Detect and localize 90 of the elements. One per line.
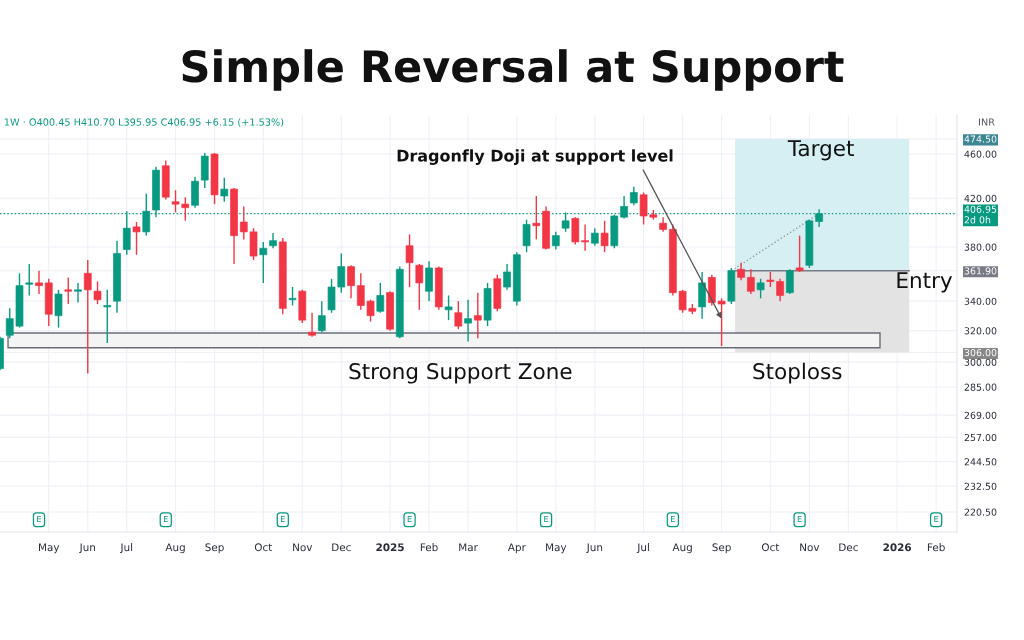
y-tick-label: 380.00 xyxy=(964,243,997,251)
y-tick-label: 306.00 xyxy=(964,349,997,357)
x-tick-label: Jun xyxy=(586,543,603,554)
annotation: E xyxy=(407,515,412,523)
y-tick-label: 340.00 xyxy=(964,297,997,305)
y-tick-label: 361.90 xyxy=(964,267,997,275)
x-tick-label: Dec xyxy=(332,543,351,552)
y-tick-label: 232.50 xyxy=(964,482,997,490)
x-tick-label: Aug xyxy=(165,543,185,554)
x-tick-label: Sep xyxy=(712,543,731,554)
band-label: Strong Support Zone xyxy=(349,363,572,384)
candlestick xyxy=(425,260,433,302)
x-tick-label: Jun xyxy=(79,543,96,554)
y-tick-label: 220.50 xyxy=(964,508,997,516)
candlestick xyxy=(259,241,268,284)
annotation: E xyxy=(934,515,939,523)
annotation: E xyxy=(671,515,675,523)
candlestick xyxy=(786,268,794,295)
x-tick-label: Jul xyxy=(119,543,133,554)
candlestick xyxy=(522,218,531,253)
y-tick-label: 244.50 xyxy=(964,458,997,466)
x-tick-label: May xyxy=(39,543,60,554)
candlestick xyxy=(200,152,209,189)
x-tick-label: 2025 xyxy=(376,543,404,552)
candlestick xyxy=(600,220,609,253)
candlestick xyxy=(571,216,580,246)
x-tick-label: Feb xyxy=(420,543,438,552)
candlestick xyxy=(132,221,141,256)
chart-subtitle: 1W · O400.45 H410.70 L395.95 C406.95 +6.15 (+1.53%) xyxy=(4,118,284,127)
y-tick-label: 474.50 xyxy=(964,135,997,143)
candlestick xyxy=(35,269,43,295)
x-tick-label: Feb xyxy=(927,543,945,552)
candlestick xyxy=(93,280,102,305)
band-label: Stoploss xyxy=(753,362,842,384)
x-tick-label: 2026 xyxy=(883,543,912,552)
candlestick xyxy=(347,264,355,299)
ref-line-label: Entry xyxy=(897,272,953,293)
y-tick-label: 269.00 xyxy=(964,411,997,419)
y-tick-label: 420.00 xyxy=(964,194,997,203)
y-axis-title: INR xyxy=(979,118,995,126)
candlestick xyxy=(308,312,316,338)
annotation: E xyxy=(37,515,42,523)
x-tick-label: Aug xyxy=(672,543,692,554)
x-tick-label: Nov xyxy=(293,543,313,552)
candlestick xyxy=(503,263,511,291)
candlestick xyxy=(405,233,414,288)
chart-title: Simple Reversal at Support xyxy=(182,49,844,91)
candlestick xyxy=(220,177,229,203)
x-tick-label: Apr xyxy=(507,543,526,554)
candlestick xyxy=(415,263,424,311)
candlestick xyxy=(74,282,82,304)
candlestick xyxy=(376,282,385,314)
candlestick xyxy=(747,268,755,295)
candlestick xyxy=(464,299,472,343)
candlestick xyxy=(473,291,482,340)
candlestick xyxy=(444,294,453,321)
annotation: E xyxy=(280,515,285,523)
candlestick xyxy=(317,300,326,333)
candlestick xyxy=(83,259,92,375)
candlestick xyxy=(64,276,73,305)
band-label: Target xyxy=(787,140,854,161)
candlestick xyxy=(54,289,63,329)
y-tick-label: 460.00 xyxy=(964,150,997,158)
x-tick-label: Jul xyxy=(636,543,649,554)
candlestick xyxy=(630,186,638,206)
candlestick xyxy=(581,223,589,252)
x-tick-label: Oct xyxy=(254,543,273,552)
candlestick xyxy=(776,278,784,302)
annotation: E xyxy=(797,515,802,523)
x-tick-label: Mar xyxy=(459,543,478,552)
x-tick-label: May xyxy=(546,543,567,554)
x-tick-label: Dec xyxy=(839,543,858,552)
y-tick-label: 300.00 xyxy=(964,358,997,366)
x-tick-label: Oct xyxy=(761,543,780,552)
candlestick xyxy=(532,195,541,241)
candlestick xyxy=(756,278,765,299)
y-tick-label: 406.95 2d 0h xyxy=(964,205,997,224)
y-tick-label: 285.00 xyxy=(964,383,997,391)
candlestick xyxy=(795,234,804,273)
candlestick xyxy=(454,300,463,330)
annotation: Dragonfly Doji at support level xyxy=(397,149,673,165)
x-tick-label: Nov xyxy=(800,543,820,552)
y-tick-label: 257.00 xyxy=(964,433,997,442)
annotation: E xyxy=(544,515,549,523)
annotation: E xyxy=(163,515,168,523)
candlestick xyxy=(288,286,297,307)
candlestick xyxy=(103,289,112,344)
y-tick-label: 320.00 xyxy=(964,327,997,335)
x-tick-label: Sep xyxy=(205,543,224,554)
candlestick xyxy=(25,263,34,297)
